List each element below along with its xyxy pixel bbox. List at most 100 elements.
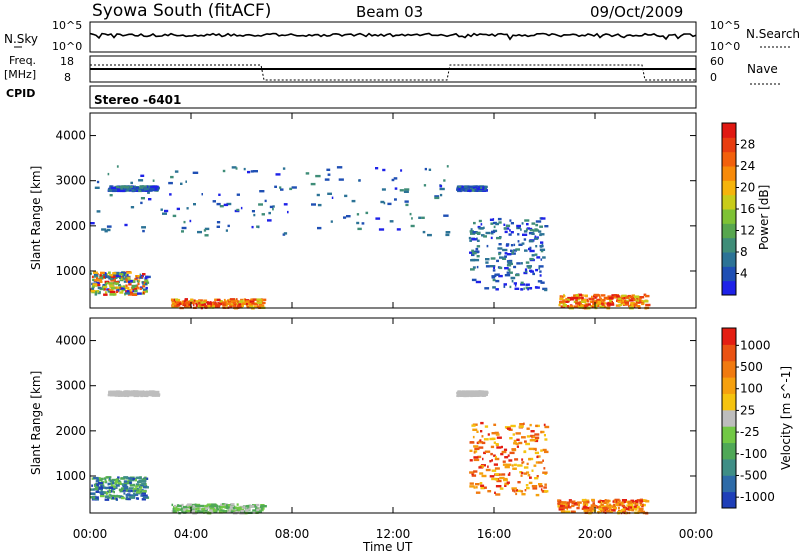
echo-cell	[493, 463, 498, 466]
echo-cell	[602, 299, 605, 302]
echo-cell	[214, 304, 221, 307]
echo-cell	[639, 501, 642, 505]
echo-cell	[129, 484, 136, 487]
echo-cell	[249, 300, 255, 303]
echo-cell	[489, 265, 496, 268]
echo-cell	[490, 257, 496, 260]
echo-cell	[274, 185, 277, 188]
echo-cell	[114, 495, 121, 498]
echo-cell	[109, 293, 115, 296]
nsky-trace	[89, 32, 697, 41]
echo-cell	[96, 281, 100, 285]
echo-cell	[141, 185, 147, 188]
echo-cell	[112, 189, 116, 193]
echo-cell	[633, 502, 636, 505]
echo-cell	[544, 438, 548, 441]
echo-cell	[140, 174, 145, 177]
echo-cell	[375, 217, 381, 220]
echo-cell	[593, 293, 599, 297]
echo-cell	[250, 170, 254, 173]
echo-cell	[530, 439, 537, 442]
echo-cell	[463, 185, 469, 188]
echo-cell	[611, 505, 617, 508]
echo-cell	[521, 471, 524, 475]
echo-cell	[250, 298, 254, 301]
echo-cell	[536, 256, 541, 259]
echo-cell	[99, 477, 104, 481]
echo-cell	[137, 497, 139, 500]
echo-cell	[483, 438, 489, 441]
echo-cell	[513, 442, 517, 445]
echo-cell	[104, 272, 107, 275]
echo-cell	[577, 306, 580, 309]
echo-cell	[540, 217, 546, 220]
colorbar-swatch	[722, 344, 736, 362]
echo-cell	[493, 225, 496, 229]
echo-cell	[472, 231, 478, 234]
echo-cell	[225, 229, 228, 232]
echo-cell	[503, 477, 508, 481]
echo-cell	[109, 479, 115, 483]
colorbar-tick-label: 16	[740, 202, 755, 216]
echo-cell	[480, 430, 483, 433]
echo-cell	[504, 426, 511, 429]
echo-cell	[517, 464, 523, 467]
colorbar-tick-label: 4	[740, 267, 748, 281]
echo-cell	[538, 230, 542, 233]
echo-cell	[631, 500, 634, 504]
echo-cell	[181, 510, 184, 514]
echo-cell	[536, 438, 539, 441]
echo-cell	[474, 188, 478, 192]
echo-cell	[585, 499, 590, 502]
echo-cell	[535, 268, 538, 272]
echo-cell	[470, 259, 475, 262]
echo-cell	[383, 201, 386, 205]
echo-cell	[622, 302, 627, 305]
echo-cell	[93, 484, 98, 487]
nsky-frame	[89, 21, 697, 53]
echo-cell	[126, 290, 130, 293]
freq-label: Freq.	[9, 54, 36, 67]
velocity-frame	[89, 317, 697, 514]
echo-cell	[108, 188, 114, 191]
echo-cell	[621, 502, 624, 505]
echo-cell	[538, 265, 544, 268]
echo-cell	[513, 439, 517, 443]
echo-cell	[637, 299, 639, 302]
echo-cell	[457, 392, 460, 395]
echo-cell	[128, 490, 131, 493]
nsearch-tick-bottom: 10^0	[710, 40, 740, 53]
echo-cell	[531, 232, 535, 235]
echo-cell	[525, 283, 530, 286]
echo-cell	[538, 461, 543, 464]
echo-cell	[103, 288, 106, 291]
echo-cell	[563, 302, 566, 305]
echo-cell	[503, 285, 506, 288]
echo-cell	[534, 286, 538, 289]
echo-cell	[533, 237, 539, 240]
echo-cell	[242, 509, 248, 512]
echo-cell	[129, 494, 135, 497]
echo-cell	[238, 303, 242, 306]
echo-cell	[110, 277, 116, 281]
echo-cell	[130, 280, 133, 283]
echo-cell	[226, 506, 230, 510]
echo-cell	[493, 441, 496, 444]
echo-cell	[613, 294, 617, 297]
echo-cell	[182, 508, 186, 511]
echo-cell	[117, 185, 122, 188]
echo-cell	[469, 251, 474, 254]
echo-cell	[516, 438, 520, 441]
echo-cell	[509, 219, 512, 222]
echo-cell	[140, 479, 147, 483]
echo-cell	[569, 305, 574, 308]
echo-cell	[480, 393, 486, 396]
nave-label: Nave	[747, 62, 778, 76]
echo-cell	[144, 279, 149, 282]
echo-cell	[576, 501, 582, 504]
echo-cell	[627, 506, 633, 509]
echo-cell	[618, 303, 623, 307]
echo-cell	[494, 467, 500, 470]
echo-cell	[120, 489, 124, 493]
echo-cell	[513, 243, 516, 247]
